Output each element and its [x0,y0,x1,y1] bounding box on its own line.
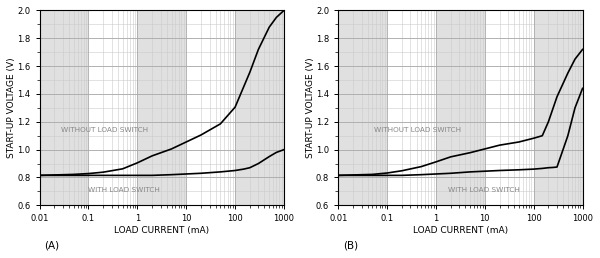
Y-axis label: START-UP VOLTAGE (V): START-UP VOLTAGE (V) [7,58,16,158]
Bar [235,10,284,205]
Y-axis label: START-UP VOLTAGE (V): START-UP VOLTAGE (V) [305,58,314,158]
Bar [338,10,387,205]
Bar [186,10,235,205]
Bar [88,10,137,205]
Bar [436,10,485,205]
Bar [485,10,533,205]
Text: WITH LOAD SWITCH: WITH LOAD SWITCH [88,187,160,193]
Bar [40,10,88,205]
Text: (A): (A) [44,240,59,250]
Text: (B): (B) [343,240,358,250]
X-axis label: LOAD CURRENT (mA): LOAD CURRENT (mA) [413,226,508,235]
Bar [137,10,186,205]
Text: WITHOUT LOAD SWITCH: WITHOUT LOAD SWITCH [61,126,149,133]
Text: WITH LOAD SWITCH: WITH LOAD SWITCH [448,187,520,193]
X-axis label: LOAD CURRENT (mA): LOAD CURRENT (mA) [114,226,209,235]
Text: WITHOUT LOAD SWITCH: WITHOUT LOAD SWITCH [374,126,461,133]
Bar [387,10,436,205]
Bar [533,10,583,205]
